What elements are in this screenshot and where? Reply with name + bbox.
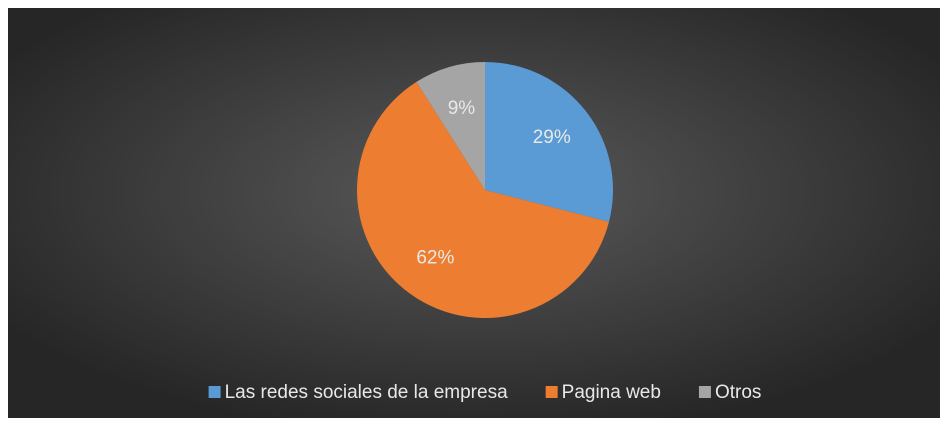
legend-label: Las redes sociales de la empresa <box>225 382 508 403</box>
data-label: 62% <box>416 247 454 268</box>
pie-slice <box>357 81 609 318</box>
legend-label: Pagina web <box>562 382 661 403</box>
legend-swatch <box>698 386 711 398</box>
data-label: 9% <box>448 98 476 119</box>
legend-label: Otros <box>715 382 761 403</box>
pie-slice <box>485 62 613 222</box>
data-label: 29% <box>533 127 571 148</box>
legend-swatch <box>545 386 558 398</box>
pie-slice <box>416 62 485 190</box>
legend-swatch <box>208 386 221 398</box>
